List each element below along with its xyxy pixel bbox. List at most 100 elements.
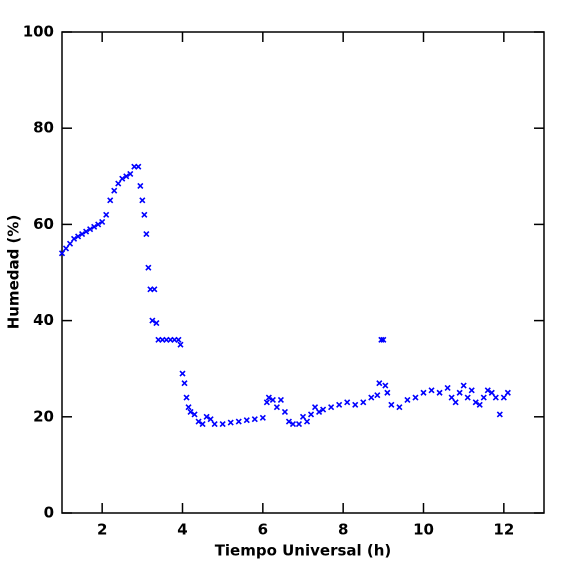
data-point bbox=[472, 399, 479, 406]
data-point bbox=[428, 387, 435, 394]
data-point bbox=[299, 413, 307, 420]
x-tick-label: 8 bbox=[338, 521, 348, 539]
data-point bbox=[235, 418, 242, 425]
data-point bbox=[273, 404, 280, 411]
data-point bbox=[139, 197, 146, 204]
data-point bbox=[452, 399, 459, 406]
data-point bbox=[185, 404, 192, 411]
data-point bbox=[492, 394, 499, 401]
data-point bbox=[219, 420, 226, 428]
data-point bbox=[368, 394, 375, 401]
data-point bbox=[259, 414, 266, 421]
x-tick-label: 12 bbox=[493, 521, 514, 539]
data-point bbox=[70, 235, 78, 242]
y-tick-label: 80 bbox=[33, 119, 54, 137]
data-point bbox=[91, 223, 98, 230]
data-point bbox=[58, 250, 66, 257]
data-point bbox=[289, 420, 297, 428]
data-point bbox=[119, 175, 126, 182]
data-point bbox=[281, 408, 288, 416]
data-point bbox=[123, 173, 130, 180]
data-point bbox=[83, 228, 90, 235]
data-point bbox=[303, 418, 311, 425]
data-point bbox=[500, 394, 507, 401]
data-point bbox=[269, 396, 276, 404]
data-point bbox=[107, 197, 114, 204]
data-point bbox=[187, 408, 194, 416]
data-point bbox=[295, 420, 303, 428]
data-point bbox=[476, 401, 483, 408]
data-point bbox=[285, 418, 293, 425]
data-point bbox=[243, 417, 250, 424]
data-point bbox=[484, 387, 491, 394]
data-point bbox=[378, 336, 385, 343]
data-point bbox=[336, 401, 343, 408]
data-point bbox=[320, 406, 327, 413]
data-point bbox=[207, 416, 214, 423]
y-tick-label: 100 bbox=[23, 23, 54, 41]
data-point bbox=[374, 392, 381, 399]
data-point bbox=[464, 394, 471, 401]
y-tick-label: 60 bbox=[33, 215, 54, 233]
data-point bbox=[135, 163, 142, 170]
data-point bbox=[141, 211, 148, 218]
data-point bbox=[265, 394, 272, 401]
data-point bbox=[360, 399, 367, 406]
data-point bbox=[380, 336, 387, 343]
data-point bbox=[382, 382, 389, 389]
data-point bbox=[143, 230, 150, 238]
data-point bbox=[396, 404, 403, 411]
data-point bbox=[316, 408, 323, 416]
data-point bbox=[95, 221, 102, 228]
x-tick-label: 10 bbox=[413, 521, 434, 539]
plot-frame bbox=[61, 31, 545, 514]
data-point bbox=[456, 389, 463, 396]
y-tick-label: 0 bbox=[44, 504, 54, 522]
data-point bbox=[75, 233, 82, 240]
data-point bbox=[436, 389, 443, 396]
data-point bbox=[448, 394, 455, 401]
data-point bbox=[145, 264, 152, 271]
data-point bbox=[199, 420, 206, 428]
data-point bbox=[227, 419, 234, 426]
data-point bbox=[153, 319, 160, 327]
data-point bbox=[127, 170, 134, 177]
x-tick-label: 6 bbox=[258, 521, 268, 539]
y-tick-label: 20 bbox=[33, 407, 54, 425]
data-point bbox=[149, 317, 156, 324]
data-point bbox=[311, 404, 319, 411]
data-point bbox=[87, 226, 94, 233]
data-point bbox=[103, 211, 110, 218]
data-point bbox=[388, 401, 395, 408]
data-point bbox=[420, 389, 427, 396]
data-point bbox=[179, 370, 186, 377]
data-point bbox=[496, 411, 503, 418]
data-point bbox=[183, 394, 190, 401]
x-tick-label: 2 bbox=[97, 521, 107, 539]
data-point bbox=[137, 182, 144, 189]
data-point bbox=[263, 399, 270, 406]
data-point bbox=[328, 404, 335, 411]
data-point bbox=[277, 396, 284, 404]
data-point bbox=[307, 411, 315, 418]
x-axis-label: Tiempo Universal (h) bbox=[215, 542, 392, 560]
data-point bbox=[412, 394, 419, 401]
data-point bbox=[175, 336, 182, 343]
data-point bbox=[404, 396, 411, 404]
data-point bbox=[115, 180, 122, 187]
x-tick-label: 4 bbox=[177, 521, 187, 539]
data-point bbox=[195, 418, 202, 425]
data-point bbox=[151, 286, 158, 293]
data-point bbox=[79, 230, 86, 238]
data-point bbox=[62, 245, 70, 252]
data-point bbox=[203, 413, 210, 420]
data-point bbox=[468, 387, 475, 394]
data-point bbox=[444, 384, 451, 392]
data-point bbox=[177, 341, 184, 348]
data-point bbox=[111, 187, 118, 194]
data-point bbox=[344, 399, 351, 406]
data-point bbox=[480, 394, 487, 401]
data-point bbox=[352, 401, 359, 408]
data-point bbox=[66, 240, 74, 247]
